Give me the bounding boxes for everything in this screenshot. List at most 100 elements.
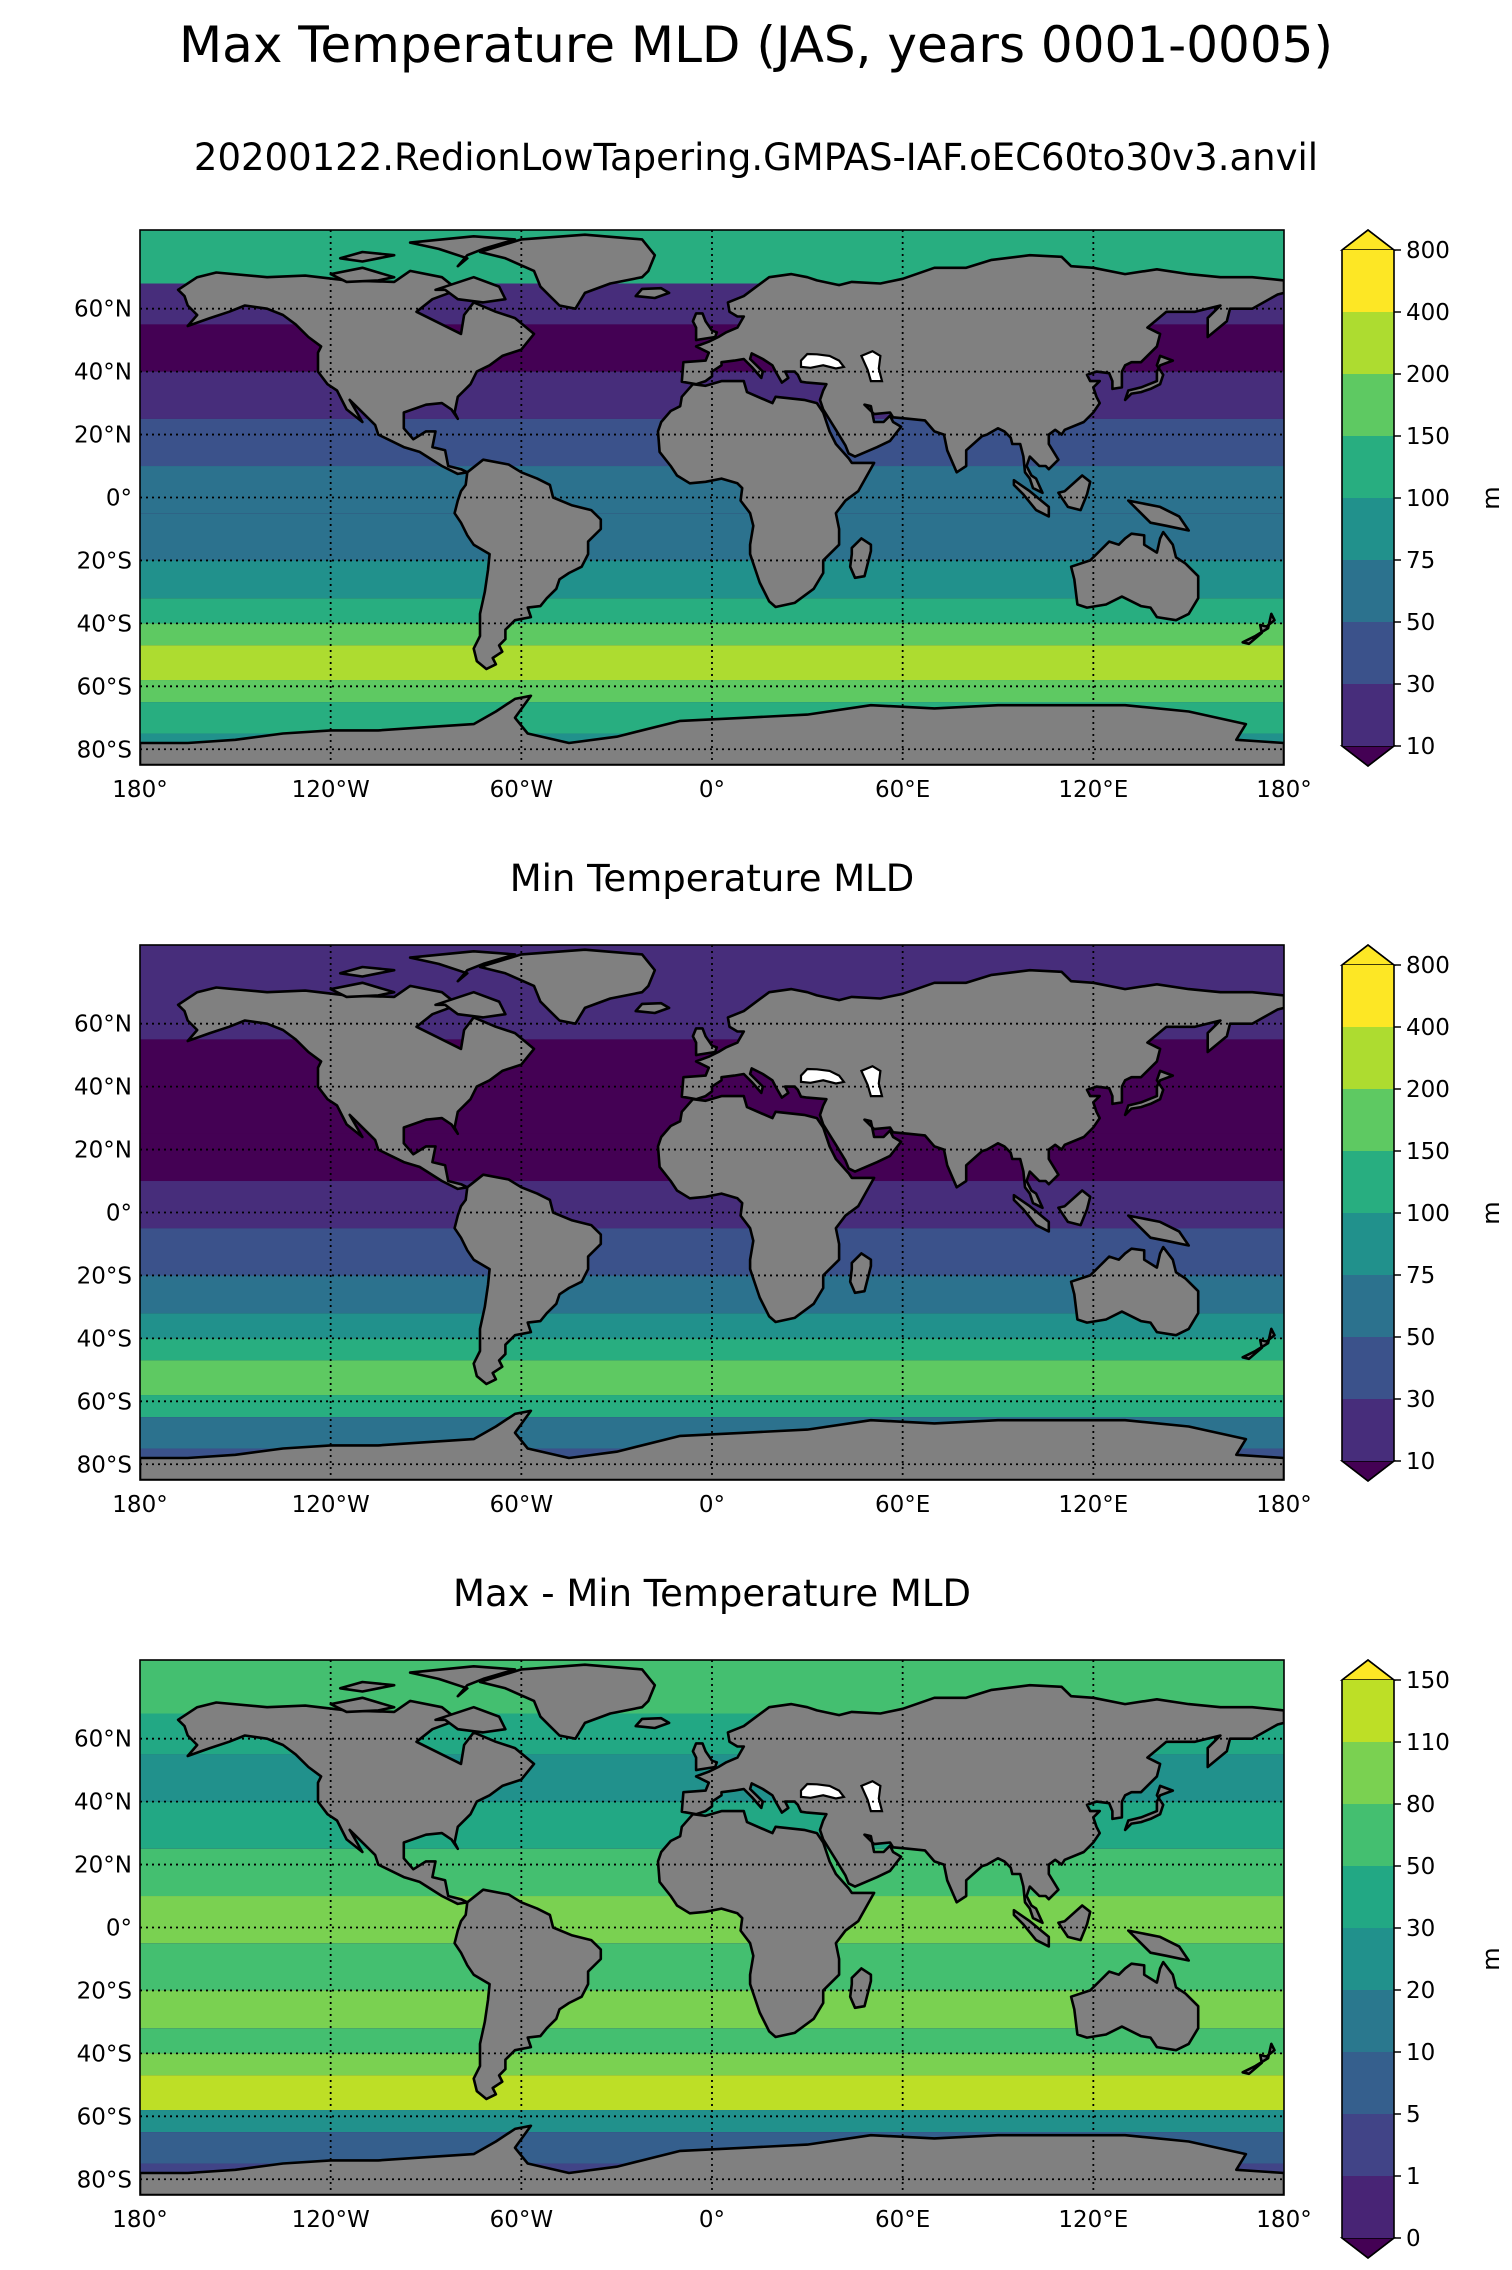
land-mass [1057,1189,1092,1227]
land-mass [434,1705,507,1734]
longitude-tick-label: 180° [1256,777,1311,803]
colorbar-tick-label: 110 [1406,1730,1450,1756]
colorbar-segment [1342,1804,1394,1866]
land-mass [1127,499,1190,532]
inland-sea [859,349,884,383]
land-mass [1069,1245,1200,1337]
colorbar-extend-max [1339,1659,1397,1681]
land-mass [1241,1327,1276,1361]
latitude-tick-label: 40°S [77,1326,132,1352]
colorbar-unit-label: m [1477,1947,1505,1970]
land-mass [848,537,873,580]
map-frame [139,944,1285,1481]
land-mass [338,1680,396,1693]
colorbar-tick-label: 80 [1406,1792,1435,1818]
latitude-tick-label: 80°S [77,2167,132,2193]
land-mass [634,1001,671,1015]
inland-sea [799,1067,846,1085]
colorbar-segment [1342,1680,1394,1742]
colorbar-tick-label: 50 [1406,1854,1435,1880]
panel-3-title: Max - Min Temperature MLD [453,1572,971,1615]
colorbar-segment [1342,560,1394,622]
land-mass [848,1967,873,2010]
land-mass [848,1252,873,1295]
inland-sea [799,1782,846,1800]
land-mass [338,250,396,263]
longitude-tick-label: 60°E [875,2207,930,2233]
colorbar-tick-label: 50 [1406,610,1435,636]
land-mass [1127,1214,1190,1247]
longitude-tick-label: 120°E [1058,777,1128,803]
colorbar-segment [1342,684,1394,746]
colorbar-segment [1342,436,1394,498]
land-mass [1057,474,1092,512]
latitude-tick-label: 40°N [74,1790,132,1816]
colorbar-tick-label: 10 [1406,734,1435,760]
latitude-tick-label: 40°S [77,611,132,637]
land-mass [1012,1908,1051,1948]
latitude-tick-label: 60°S [77,1389,132,1415]
land-mass [656,1809,876,2039]
colorbar-tick-label: 800 [1406,953,1450,979]
land-mass [453,1173,603,1386]
colorbar-tick-label: 100 [1406,486,1450,512]
panel-2-title: Min Temperature MLD [509,857,915,900]
colorbar-tick-label: 75 [1406,1263,1435,1289]
colorbar-tick-label: 5 [1406,2102,1421,2128]
colorbar-tick-label: 150 [1406,424,1450,450]
land-mass [634,1716,671,1730]
colorbar-tick-label: 30 [1406,1387,1435,1413]
land-mass [656,1094,876,1324]
colorbar-tick-label: 150 [1406,1668,1450,1694]
land-mass [140,2124,1284,2195]
latitude-tick-label: 60°N [74,1012,132,1038]
latitude-tick-label: 80°S [77,737,132,763]
latitude-tick-label: 40°S [77,2041,132,2067]
colorbar-unit-label: m [1477,1201,1505,1224]
latitude-tick-label: 40°N [74,1075,132,1101]
inland-sea [799,352,846,370]
inland-sea [859,1779,884,1813]
land-mass [408,1665,517,1698]
latitude-tick-label: 0° [106,1201,132,1227]
colorbar-segment [1342,1213,1394,1275]
colorbar-extend-max [1339,944,1397,966]
land-mass [140,694,1284,765]
land-mass [329,266,396,284]
latitude-tick-label: 20°S [77,1263,132,1289]
colorbar-tick-label: 30 [1406,672,1435,698]
ocean-mld-band [140,2053,1284,2076]
map-frame [139,1659,1285,2196]
colorbar: 0 1 5 10 20 30 50 80 110 150 m [1339,1658,1505,2260]
colorbar-tick-label: 100 [1406,1201,1450,1227]
colorbar-unit-label: m [1477,486,1505,509]
longitude-tick-label: 180° [112,2207,167,2233]
land-mass [408,950,517,983]
land-mass [329,1696,396,1714]
longitude-tick-label: 60°W [490,1492,554,1518]
land-mass [1123,354,1175,402]
colorbar-segment [1342,1151,1394,1213]
latitude-tick-label: 60°S [77,2104,132,2130]
land-mass [634,286,671,300]
colorbar-tick-label: 400 [1406,1015,1450,1041]
colorbar-segment [1342,2114,1394,2176]
longitude-tick-label: 0° [699,2207,725,2233]
land-mass [1241,2042,1276,2076]
colorbar-tick-label: 1 [1406,2164,1421,2190]
land-mass [680,253,1284,495]
max-minus-min-mld-map-panel: 180° 120°W 60°W 0° 60°E 120°E 180° 60°N 40°N 20°N… [74,1658,1505,2260]
longitude-tick-label: 180° [1256,2207,1311,2233]
colorbar-extend-max [1339,229,1397,251]
colorbar-segment [1342,374,1394,436]
longitude-tick-label: 120°E [1058,2207,1128,2233]
latitude-tick-label: 0° [106,486,132,512]
land-mass [1123,1069,1175,1117]
colorbar-tick-label: 10 [1406,1449,1435,1475]
map-frame [139,229,1285,766]
colorbar-extend-min [1339,1460,1397,1482]
colorbar-tick-label: 0 [1406,2226,1421,2252]
colorbar-tick-label: 200 [1406,1077,1450,1103]
colorbar-tick-label: 10 [1406,2040,1435,2066]
figure-title: Max Temperature MLD (JAS, years 0001-000… [179,16,1333,74]
